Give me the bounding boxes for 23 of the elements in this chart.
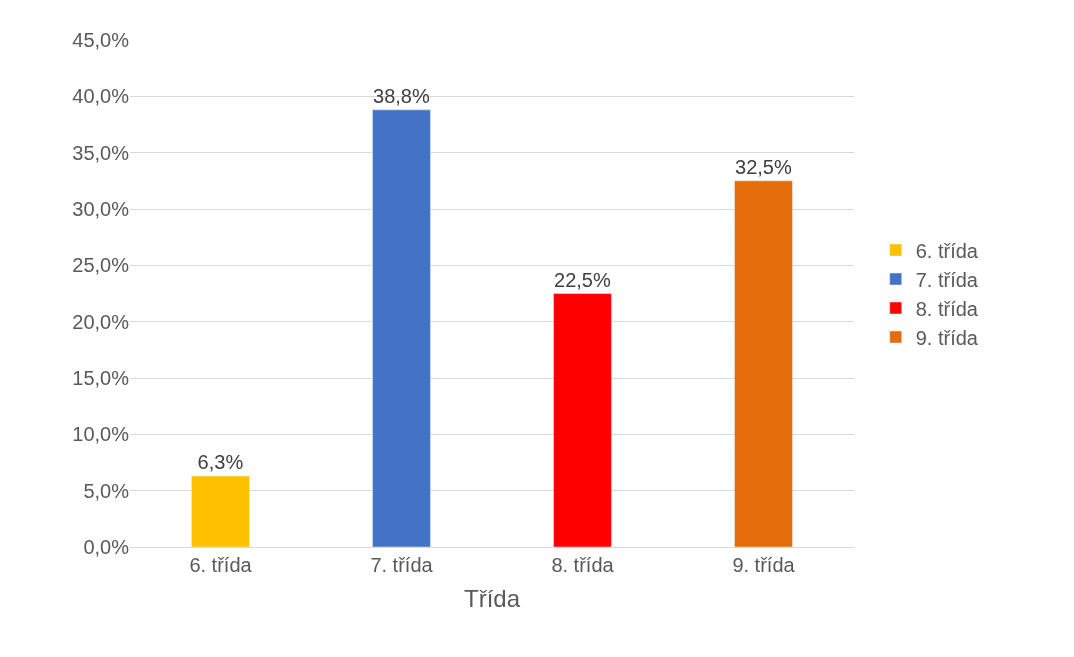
y-tick-label: 35,0% xyxy=(72,141,130,164)
x-tick-label: 7. třída xyxy=(370,554,434,576)
legend-label: 7. třída xyxy=(915,268,979,291)
y-tick-label: 25,0% xyxy=(72,254,130,277)
x-tick-label: 6. třída xyxy=(189,554,253,576)
data-label: 32,5% xyxy=(735,155,792,178)
y-tick-label: 5,0% xyxy=(83,479,130,502)
legend-label: 9. třída xyxy=(915,326,979,349)
y-tick-label: 30,0% xyxy=(72,198,130,220)
x-tick-label: 8. třída xyxy=(551,554,615,576)
data-label: 6,3% xyxy=(197,451,244,474)
y-tick-label: 45,0% xyxy=(72,29,130,51)
data-label: 22,5% xyxy=(554,268,611,291)
x-axis-title: Třída xyxy=(463,585,521,613)
legend-label: 6. třída xyxy=(915,239,979,262)
legend-label: 8. třída xyxy=(915,297,979,320)
y-tick-label: 40,0% xyxy=(72,85,130,108)
y-tick-label: 10,0% xyxy=(72,423,130,446)
x-tick-label: 9. třída xyxy=(732,554,796,576)
y-tick-label: 20,0% xyxy=(72,310,130,333)
y-tick-label: 15,0% xyxy=(72,367,130,389)
y-tick-label: 0,0% xyxy=(83,536,130,558)
data-label: 38,8% xyxy=(373,84,430,107)
